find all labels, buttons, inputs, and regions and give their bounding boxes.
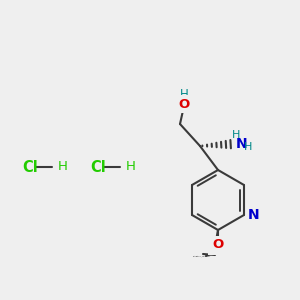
Text: H: H [232,130,240,140]
Text: methoxy_placeholder: methoxy_placeholder [196,255,211,256]
Text: N: N [248,208,260,222]
Text: H: H [126,160,136,173]
Text: Cl: Cl [90,160,106,175]
Text: H: H [180,88,188,101]
Text: N: N [236,137,248,151]
Text: O: O [212,238,224,251]
Text: Cl: Cl [22,160,38,175]
Text: methoxy: methoxy [193,256,199,257]
Text: O: O [178,98,190,110]
Text: O: O [209,241,220,254]
Text: H: H [58,160,68,173]
Text: H: H [244,142,252,152]
